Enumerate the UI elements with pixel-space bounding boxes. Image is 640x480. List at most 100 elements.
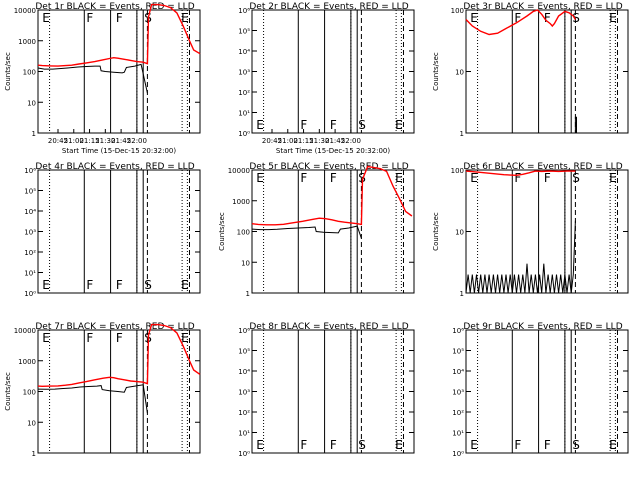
x-tick-label: 21:45 [325,137,345,145]
y-tick-label: 1000 [232,198,250,206]
y-tick-label: 10³ [452,389,464,397]
y-tick-label: 1000 [18,358,36,366]
y-tick-label: 100 [237,229,250,237]
y-tick-label: 10⁰ [452,450,464,458]
y-tick-label: 10⁰ [24,290,36,298]
x-axis-label: Start Time (15-Dec-15 20:32:00) [62,147,176,155]
panel-det-2r: Det 2r BLACK = Events, RED = LLD 10⁰ 10¹ 10… [238,2,415,155]
y-tick-label: 10 [241,259,250,267]
x-tick-label: 20:45 [48,137,68,145]
y-tick-label: 100 [451,7,464,15]
marker-letter: E [470,171,478,185]
plot-frame [251,169,415,294]
y-tick-label: 10⁴ [24,208,36,216]
series-events [37,384,148,414]
y-tick-label: 10000 [228,167,250,175]
y-tick-label: 10 [27,419,36,427]
series-events [574,116,577,133]
y-tick-label: 100 [23,69,36,77]
y-tick-label: 10 [27,99,36,107]
marker-letter: E [470,438,478,452]
marker-letter: E [181,331,189,345]
marker-letter: S [358,438,366,452]
y-tick-label: 1 [460,290,464,298]
y-tick-label: 10¹ [238,110,250,118]
marker-letter: F [544,438,551,452]
y-tick-label: 10⁶ [238,327,250,335]
panel-det-3r: Det 3r BLACK = Events, RED = LLD 1 10 100 Co… [432,2,629,138]
marker-letter: F [330,171,337,185]
panel-title: Det 9r BLACK = Events, RED = LLD [463,322,622,332]
plot-frame [251,329,415,454]
marker-letter: E [470,11,478,25]
series-lld [37,3,201,67]
marker-letter: F [514,438,521,452]
y-tick-label: 10⁰ [238,450,250,458]
marker-letter: S [572,171,580,185]
marker-letter: E [42,278,50,292]
y-tick-label: 10⁶ [24,167,36,175]
marker-letter: E [181,11,189,25]
panel-title: Det 2r BLACK = Events, RED = LLD [249,2,408,12]
marker-letter: S [358,171,366,185]
y-tick-label: 10⁴ [238,48,250,56]
y-tick-label: 10⁴ [238,368,250,376]
panel-title: Det 1r BLACK = Events, RED = LLD [35,2,194,12]
series-lld [465,170,576,177]
x-tick-label: 21:15 [79,137,99,145]
y-tick-label: 10³ [24,229,36,237]
y-axis-label: Counts/sec [4,52,12,91]
x-tick-label: 21:30 [309,137,329,145]
y-tick-label: 10³ [238,69,250,77]
x-tick-label: 21:00 [278,137,298,145]
y-tick-label: 10³ [238,389,250,397]
marker-letter: F [330,118,337,132]
y-tick-label: 1000 [18,38,36,46]
marker-letter: E [256,118,264,132]
y-tick-label: 10⁶ [238,7,250,15]
marker-letter: E [181,278,189,292]
y-tick-label: 10⁵ [238,348,250,356]
panel-title: Det 6r BLACK = Events, RED = LLD [463,162,622,172]
plot-frame [465,329,629,454]
y-tick-label: 10⁶ [452,327,464,335]
y-tick-label: 1 [32,130,36,138]
y-tick-label: 10¹ [24,270,36,278]
panel-det-1r: Det 1r BLACK = Events, RED = LLD 1 10 100 10… [4,2,201,155]
marker-letter: E [42,11,50,25]
y-tick-label: 10¹ [452,430,464,438]
y-tick-label: 10² [452,409,464,417]
marker-letter: S [358,118,366,132]
marker-letter: F [116,278,123,292]
plot-frame [465,169,629,294]
marker-letter: E [609,438,617,452]
plot-frame [37,169,201,294]
y-tick-label: 10 [455,229,464,237]
y-axis-label: Counts/sec [218,212,226,251]
series-events [465,220,576,294]
x-tick-label: 22:00 [127,137,147,145]
marker-letter: E [395,438,403,452]
y-axis-label: Counts/sec [432,212,440,251]
marker-letter: F [116,331,123,345]
panel-det-9r: Det 9r BLACK = Events, RED = LLD 10⁰ 10¹ 10… [452,322,629,458]
panel-title: Det 7r BLACK = Events, RED = LLD [35,322,194,332]
panel-title: Det 3r BLACK = Events, RED = LLD [463,2,622,12]
y-tick-label: 10¹ [238,430,250,438]
y-tick-label: 10⁵ [24,188,36,196]
marker-letter: F [544,11,551,25]
x-axis-label: Start Time (15-Dec-15 20:32:00) [276,147,390,155]
y-tick-label: 10⁵ [238,28,250,36]
marker-letter: F [300,438,307,452]
panel-det-8r: Det 8r BLACK = Events, RED = LLD 10⁰ 10¹ 10… [238,322,415,458]
marker-letter: S [572,438,580,452]
marker-letter: F [116,11,123,25]
marker-letter: F [514,11,521,25]
y-tick-label: 10 [455,69,464,77]
panel-title: Det 8r BLACK = Events, RED = LLD [249,322,408,332]
marker-letter: F [300,171,307,185]
marker-letter: F [86,278,93,292]
marker-letter: E [395,171,403,185]
x-tick-label: 22:00 [341,137,361,145]
